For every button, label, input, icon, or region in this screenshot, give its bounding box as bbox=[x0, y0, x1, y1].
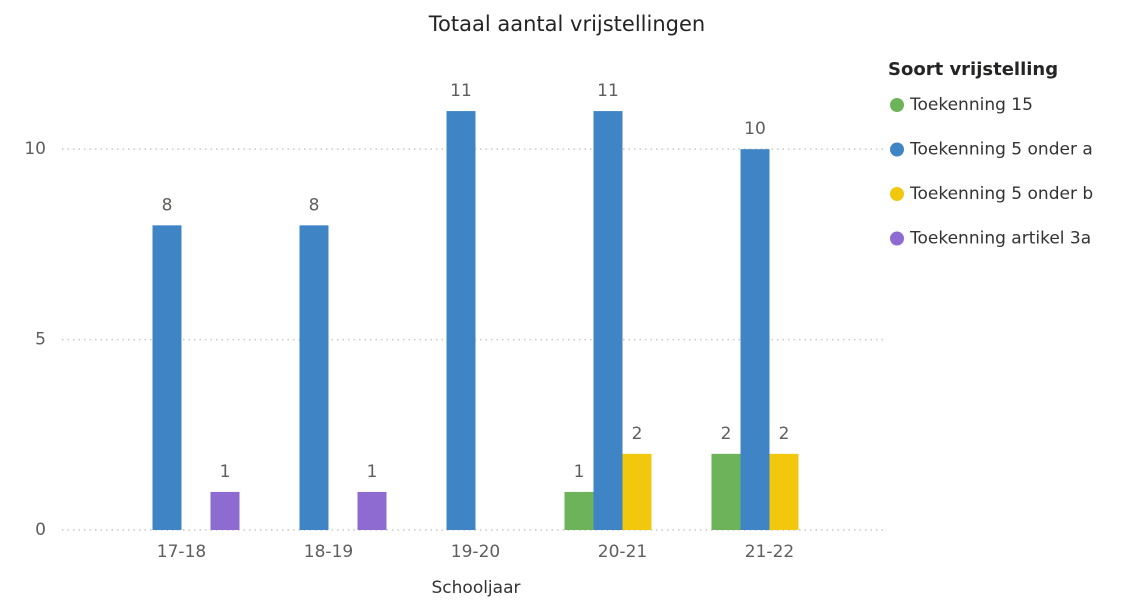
data-label: 10 bbox=[744, 119, 766, 139]
legend-label: Toekenning 5 onder b bbox=[909, 184, 1093, 204]
bar bbox=[153, 225, 182, 530]
bar bbox=[623, 454, 652, 530]
x-tick-label: 21-22 bbox=[745, 542, 794, 562]
data-label: 8 bbox=[309, 195, 320, 215]
data-label: 11 bbox=[597, 81, 619, 101]
data-label: 11 bbox=[450, 81, 472, 101]
chart-title: Totaal aantal vrijstellingen bbox=[428, 12, 705, 36]
data-label: 2 bbox=[721, 424, 732, 444]
bar bbox=[712, 454, 741, 530]
y-tick-label: 5 bbox=[35, 330, 46, 350]
bar bbox=[358, 492, 387, 530]
legend-title: Soort vrijstelling bbox=[888, 59, 1058, 80]
legend-marker bbox=[890, 143, 904, 157]
data-label: 1 bbox=[367, 462, 378, 482]
legend-marker bbox=[890, 98, 904, 112]
legend-marker bbox=[890, 232, 904, 246]
data-label: 8 bbox=[162, 195, 173, 215]
data-label: 2 bbox=[632, 424, 643, 444]
data-label: 1 bbox=[220, 462, 231, 482]
x-tick-label: 17-18 bbox=[157, 542, 206, 562]
x-tick-label: 19-20 bbox=[451, 542, 500, 562]
bar bbox=[447, 111, 476, 530]
bar bbox=[741, 149, 770, 530]
bar bbox=[565, 492, 594, 530]
x-axis-title: Schooljaar bbox=[432, 578, 521, 598]
data-label: 2 bbox=[779, 424, 790, 444]
bar bbox=[594, 111, 623, 530]
legend-label: Toekenning 5 onder a bbox=[909, 140, 1093, 160]
x-tick-label: 20-21 bbox=[598, 542, 647, 562]
legend-label: Toekenning artikel 3a bbox=[909, 229, 1091, 249]
y-tick-label: 10 bbox=[24, 139, 46, 159]
bar bbox=[300, 225, 329, 530]
legend-marker bbox=[890, 187, 904, 201]
bar bbox=[770, 454, 799, 530]
chart: Totaal aantal vrijstellingen Schooljaar … bbox=[0, 0, 1137, 604]
x-tick-label: 18-19 bbox=[304, 542, 353, 562]
legend-label: Toekenning 15 bbox=[909, 95, 1033, 115]
y-tick-label: 0 bbox=[35, 520, 46, 540]
bar bbox=[211, 492, 240, 530]
data-label: 1 bbox=[574, 462, 585, 482]
